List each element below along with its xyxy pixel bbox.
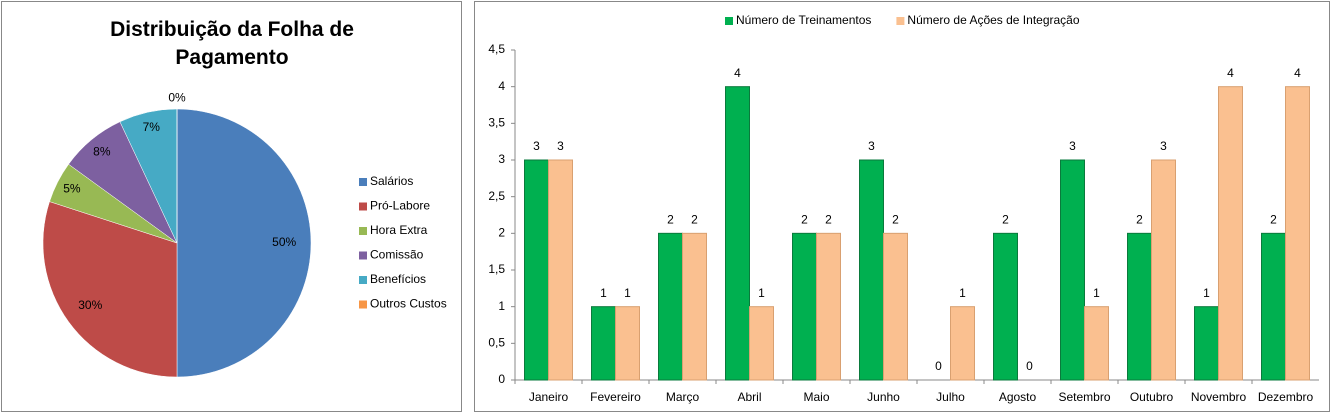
legend-swatch [359, 178, 367, 186]
legend-label: Hora Extra [370, 223, 428, 237]
legend-swatch [359, 276, 367, 284]
data-label: 4 [1227, 66, 1234, 80]
data-label: 0 [935, 359, 942, 373]
bar-panel: 0 0,5 1 1,5 2 2,5 3 3,5 4 4,5 Janeiro 3 3 Fevereiro 1 1… [474, 1, 1330, 412]
y-tick-label: 3,5 [488, 116, 505, 130]
y-tick-label: 1,5 [488, 262, 505, 276]
y-tick-label: 0 [498, 372, 505, 386]
bar [548, 159, 573, 381]
data-label: 2 [1002, 213, 1009, 227]
y-tick-label: 0,5 [488, 336, 505, 350]
data-label: 2 [1270, 213, 1277, 227]
bar [682, 232, 707, 381]
bar [749, 306, 774, 381]
y-tick-label: 2 [498, 226, 505, 240]
bar [1084, 306, 1109, 381]
data-label: 7% [143, 120, 161, 134]
data-label: 30% [78, 298, 102, 312]
x-tick-label: Março [666, 390, 700, 404]
y-tick-label: 4 [498, 79, 505, 93]
legend-swatch [359, 227, 367, 235]
data-label: 1 [600, 286, 607, 300]
bar [950, 306, 975, 381]
legend-label: Comissão [370, 248, 424, 262]
legend-label: Outros Custos [370, 297, 447, 311]
bar [1060, 159, 1085, 381]
legend-swatch [359, 202, 367, 211]
x-tick-label: Setembro [1058, 390, 1110, 404]
bar [993, 232, 1018, 381]
data-label: 0% [168, 90, 186, 104]
x-tick-label: Julho [936, 390, 965, 404]
pie-panel: 50% 30% 5% 8% 7% 0% Salários Pró-Labore Hora Ext… [1, 1, 462, 412]
data-label: 0 [1026, 359, 1033, 373]
y-tick-label: 2,5 [488, 189, 505, 203]
bar-chart: 0 0,5 1 1,5 2 2,5 3 3,5 4 4,5 Janeiro 3 3 Fevereiro 1 1… [488, 13, 1319, 404]
pie-chart: 50% 30% 5% 8% 7% 0% Salários Pró-Labore Hora Ext… [42, 90, 447, 378]
bar [524, 159, 549, 381]
x-tick-label: Agosto [999, 390, 1037, 404]
legend-swatch [896, 17, 905, 25]
data-label: 1 [1093, 286, 1100, 300]
legend-swatch [359, 251, 367, 260]
legend-swatch [359, 300, 367, 309]
x-tick-label: Outubro [1130, 390, 1174, 404]
data-label: 1 [624, 286, 631, 300]
bar [1194, 306, 1219, 381]
x-tick-label: Abril [737, 390, 761, 404]
data-label: 2 [892, 213, 899, 227]
y-tick-label: 3 [498, 152, 505, 166]
data-label: 5% [63, 182, 81, 196]
bar [883, 232, 908, 381]
bar [859, 159, 884, 381]
data-label: 2 [667, 213, 674, 227]
data-label: 3 [557, 139, 564, 153]
legend-swatch [725, 17, 733, 25]
y-tick-label: 4,5 [488, 42, 505, 56]
chart-title: Distribuição da Folha de Pagamento [110, 18, 354, 69]
bar [1127, 232, 1152, 381]
bar [1285, 86, 1310, 381]
x-tick-label: Dezembro [1258, 390, 1314, 404]
x-tick-label: Junho [867, 390, 900, 404]
data-label: 1 [758, 286, 765, 300]
data-label: 2 [1136, 213, 1143, 227]
bar [792, 232, 817, 381]
data-label: 3 [1069, 139, 1076, 153]
pie-slice [42, 201, 178, 378]
y-tick-label: 1 [498, 299, 505, 313]
bar [816, 232, 841, 381]
data-label: 4 [734, 66, 741, 80]
legend-label: Número de Treinamentos [736, 13, 871, 27]
data-label: 2 [801, 213, 808, 227]
legend-label: Pró-Labore [370, 199, 430, 213]
data-label: 2 [825, 213, 832, 227]
data-label: 3 [533, 139, 540, 153]
bar [658, 232, 683, 381]
x-tick-label: Janeiro [529, 390, 569, 404]
bar [591, 306, 616, 381]
legend-label: Salários [370, 174, 413, 188]
bar [725, 86, 750, 381]
data-label: 3 [868, 139, 875, 153]
legend-label: Número de Ações de Integração [907, 13, 1079, 27]
data-label: 1 [959, 286, 966, 300]
bar [1218, 86, 1243, 381]
x-tick-label: Novembro [1191, 390, 1247, 404]
data-label: 4 [1294, 66, 1301, 80]
data-label: 2 [691, 213, 698, 227]
x-tick-label: Fevereiro [590, 390, 641, 404]
pie-slice [176, 108, 312, 378]
data-label: 3 [1160, 139, 1167, 153]
legend-label: Benefícios [370, 272, 426, 286]
bar [1261, 232, 1286, 381]
bar [615, 306, 640, 381]
bar [1151, 159, 1176, 381]
data-label: 8% [93, 144, 111, 158]
x-tick-label: Maio [803, 390, 829, 404]
data-label: 50% [272, 235, 296, 249]
data-label: 1 [1203, 286, 1210, 300]
